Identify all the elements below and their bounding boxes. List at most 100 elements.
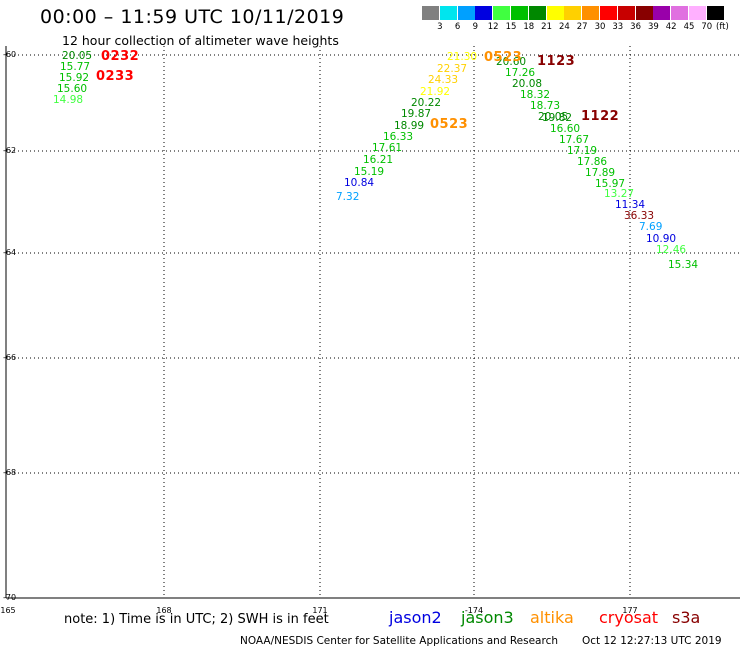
pass-time-label: 0233 bbox=[96, 69, 135, 84]
color-scale-label: 12 bbox=[487, 22, 499, 32]
wave-height-label: 20.05 bbox=[538, 111, 569, 123]
wave-height-label: 20.22 bbox=[411, 97, 442, 109]
wave-height-label: 20.60 bbox=[496, 56, 527, 68]
satellite-label-cryosat: cryosat bbox=[599, 608, 659, 627]
color-scale-unit: (ft) bbox=[716, 22, 729, 32]
color-scale-swatch bbox=[600, 6, 617, 20]
color-scale-swatch bbox=[511, 6, 528, 20]
wave-height-label: 17.19 bbox=[567, 145, 598, 157]
color-scale-swatch bbox=[546, 6, 564, 20]
color-scale-label: 33 bbox=[612, 22, 624, 32]
color-scale-swatch bbox=[422, 6, 439, 20]
color-scale-label: 6 bbox=[454, 22, 461, 32]
wave-height-label: 18.99 bbox=[394, 120, 425, 132]
wave-height-label: 14.98 bbox=[53, 94, 84, 106]
map-subtitle: 12 hour collection of altimeter wave hei… bbox=[62, 33, 339, 48]
color-scale-label: 18 bbox=[523, 22, 535, 32]
wave-height-label: 22.37 bbox=[437, 63, 468, 75]
pass-time-label: 0523 bbox=[430, 117, 469, 132]
wave-height-label: 20.08 bbox=[512, 78, 543, 90]
color-scale-label: 39 bbox=[647, 22, 659, 32]
wave-height-label: 15.60 bbox=[57, 83, 88, 95]
satellite-label-jason3: jason3 bbox=[461, 608, 514, 627]
color-scale-swatch bbox=[689, 6, 706, 20]
wave-height-label: 17.61 bbox=[372, 142, 403, 154]
wave-height-label: 18.73 bbox=[530, 100, 561, 112]
wave-height-label: 17.67 bbox=[559, 134, 590, 146]
wave-height-label: 16.60 bbox=[550, 123, 581, 135]
pass-time-label: 0523 bbox=[484, 50, 523, 65]
wave-height-label: 17.26 bbox=[505, 67, 536, 79]
wave-height-label: 19.87 bbox=[401, 108, 432, 120]
wave-height-label: 17.86 bbox=[577, 156, 608, 168]
longitude-label: 171 bbox=[312, 606, 328, 615]
color-scale-label: 3 bbox=[437, 22, 443, 32]
credit-text: NOAA/NESDIS Center for Satellite Applica… bbox=[240, 635, 558, 647]
wave-height-label: 20.05 bbox=[62, 50, 93, 62]
latitude-label: -70 bbox=[3, 593, 17, 602]
color-scale-label: 30 bbox=[594, 22, 606, 32]
color-scale-label: 21 bbox=[541, 22, 553, 32]
color-scale-swatch bbox=[635, 6, 653, 20]
wave-height-label: 12.46 bbox=[656, 244, 687, 256]
wave-height-label: 7.32 bbox=[336, 191, 360, 203]
longitude-label: -174 bbox=[464, 606, 484, 615]
wave-height-label: 10.84 bbox=[344, 177, 375, 189]
wave-height-label: 15.97 bbox=[595, 178, 626, 190]
color-scale-swatch bbox=[457, 6, 475, 20]
pass-time-label: 0232 bbox=[101, 49, 140, 64]
wave-height-label: 19.82 bbox=[542, 112, 573, 124]
wave-height-label: 15.19 bbox=[354, 166, 385, 178]
color-scale-swatch bbox=[617, 6, 635, 20]
color-scale-swatch bbox=[671, 6, 689, 20]
wave-height-label: 16.33 bbox=[383, 131, 414, 143]
color-scale-label: 70 bbox=[701, 22, 713, 32]
color-scale-label: 24 bbox=[558, 22, 570, 32]
latitude-label: -62 bbox=[3, 146, 17, 155]
wave-height-label: 11.34 bbox=[615, 199, 646, 211]
color-scale-label: 15 bbox=[505, 22, 517, 32]
longitude-label: 168 bbox=[156, 606, 172, 615]
wave-height-label: 13.27 bbox=[604, 188, 635, 200]
wave-height-label: 10.90 bbox=[646, 233, 677, 245]
wave-height-label: 36.33 bbox=[624, 210, 655, 222]
wave-height-label: 15.92 bbox=[59, 72, 90, 84]
longitude-label: 165 bbox=[0, 606, 16, 615]
wave-height-label: 21.30 bbox=[447, 51, 478, 63]
wave-height-label: 18.32 bbox=[520, 89, 551, 101]
latitude-label: -68 bbox=[3, 468, 17, 477]
wave-height-label: 16.21 bbox=[363, 154, 394, 166]
latitude-label: -64 bbox=[3, 248, 17, 257]
color-scale-swatch bbox=[582, 6, 600, 20]
pass-time-label: 1122 bbox=[581, 109, 620, 124]
pass-time-label: 1123 bbox=[537, 54, 576, 69]
satellite-label-jason2: jason2 bbox=[389, 608, 442, 627]
wave-height-label: 15.77 bbox=[60, 61, 91, 73]
color-scale-label: 45 bbox=[683, 22, 695, 32]
wave-height-label: 21.92 bbox=[420, 86, 451, 98]
color-scale-swatch bbox=[653, 6, 671, 20]
satellite-label-altika: altika bbox=[530, 608, 574, 627]
color-scale-swatch bbox=[706, 6, 724, 20]
satellite-label-s3a: s3a bbox=[672, 608, 701, 627]
wave-height-label: 24.33 bbox=[428, 74, 459, 86]
color-scale-label: 9 bbox=[472, 22, 479, 32]
color-scale-swatch bbox=[528, 6, 546, 20]
longitude-label: 177 bbox=[622, 606, 638, 615]
latitude-label: -60 bbox=[3, 50, 17, 59]
wave-height-label: 15.34 bbox=[668, 259, 699, 271]
generated-timestamp: Oct 12 12:27:13 UTC 2019 bbox=[582, 635, 722, 647]
footer-note: note: 1) Time is in UTC; 2) SWH is in fe… bbox=[64, 612, 329, 627]
wave-height-label: 7.69 bbox=[639, 221, 663, 233]
color-scale-swatch bbox=[564, 6, 582, 20]
color-scale-swatch bbox=[439, 6, 457, 20]
color-scale-swatch bbox=[475, 6, 493, 20]
wave-height-label: 17.89 bbox=[585, 167, 616, 179]
color-scale-swatch bbox=[493, 6, 511, 20]
color-scale-label: 42 bbox=[665, 22, 677, 32]
color-scale-label: 36 bbox=[630, 22, 642, 32]
map-title: 00:00 – 11:59 UTC 10/11/2019 bbox=[40, 6, 345, 28]
latitude-label: -66 bbox=[3, 353, 17, 362]
graticule bbox=[6, 46, 740, 598]
